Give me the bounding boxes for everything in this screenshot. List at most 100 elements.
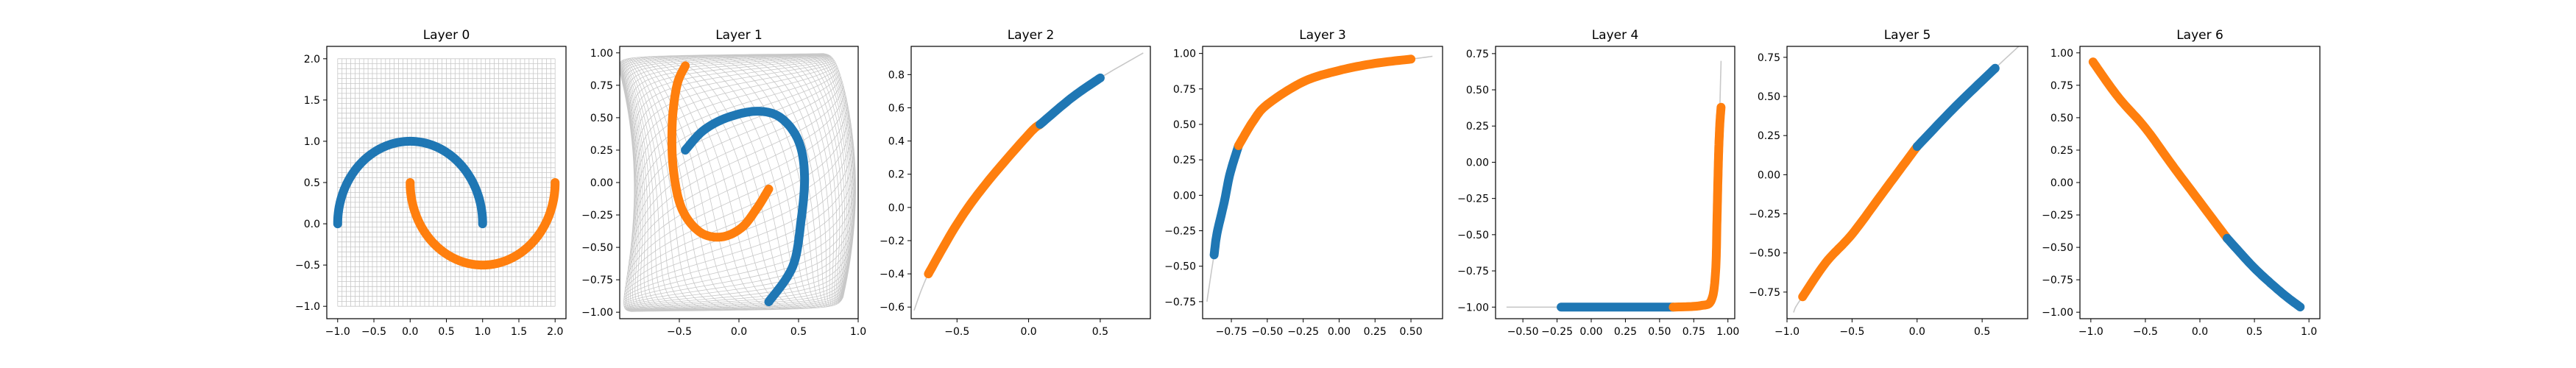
x-tick-label: 0.0 bbox=[731, 326, 747, 338]
series-blue bbox=[2223, 233, 2305, 312]
x-tick-label: 2.0 bbox=[547, 326, 563, 338]
y-tick-label: 0.75 bbox=[590, 80, 613, 92]
x-tick-label: 0.5 bbox=[790, 326, 807, 338]
y-tick-label: 0.00 bbox=[590, 177, 613, 189]
y-tick-label: −1.00 bbox=[581, 307, 613, 319]
series-blue bbox=[1209, 141, 1243, 260]
y-tick-label: −1.00 bbox=[1457, 302, 1489, 314]
y-tick-label: −0.5 bbox=[295, 260, 320, 272]
grid-lines bbox=[337, 58, 556, 307]
y-tick-label: −0.50 bbox=[581, 242, 613, 254]
x-tick-label: 1.0 bbox=[475, 326, 491, 338]
plot-frame bbox=[1202, 46, 1443, 319]
x-tick-label: −0.25 bbox=[1541, 326, 1573, 338]
y-tick-label: 0.8 bbox=[888, 69, 905, 81]
panel-title: Layer 4 bbox=[1592, 28, 1639, 43]
x-tick-label: 0.50 bbox=[1399, 326, 1422, 338]
panel-title: Layer 2 bbox=[1008, 28, 1055, 43]
manifold-line bbox=[2092, 59, 2301, 308]
y-tick-label: −0.50 bbox=[1749, 248, 1780, 260]
x-tick-label: 1.0 bbox=[2301, 326, 2317, 338]
y-tick-label: 0.25 bbox=[1466, 121, 1489, 132]
y-tick-label: −0.25 bbox=[1749, 209, 1780, 221]
plot-area bbox=[1793, 46, 2020, 313]
x-tick-label: −0.50 bbox=[1507, 326, 1539, 338]
panel-layer-6: −1.0 −0.5 0.0 0.5 1.0 −1.00 −0.75 −0.50 −0.25 0.0… bbox=[2042, 28, 2321, 338]
y-tick-label: −1.0 bbox=[295, 301, 320, 313]
series-orange bbox=[406, 178, 560, 270]
x-tick-label: 1.00 bbox=[1716, 326, 1739, 338]
plot-area bbox=[1206, 54, 1433, 302]
y-tick-label: −0.75 bbox=[1457, 266, 1489, 277]
panels: −1.0 −0.5 0.0 0.5 1.0 1.5 2.0 −1.0 −0.5 0.0 0.5 1.0… bbox=[295, 28, 2321, 338]
series-orange bbox=[2088, 57, 2232, 243]
series-blue bbox=[681, 107, 810, 307]
series-orange bbox=[924, 120, 1045, 279]
y-tick-label: −0.4 bbox=[880, 269, 905, 280]
y-tick-label: −0.75 bbox=[1749, 287, 1780, 299]
y-tick-label: 0.50 bbox=[2050, 113, 2073, 124]
x-tick-label: −0.75 bbox=[1216, 326, 1248, 338]
y-tick-label: 2.0 bbox=[304, 54, 320, 66]
y-tick-label: −0.50 bbox=[1457, 230, 1489, 241]
y-tick-label: −0.75 bbox=[1164, 297, 1196, 308]
y-tick-label: −0.6 bbox=[880, 302, 905, 314]
y-tick-label: 0.4 bbox=[888, 136, 905, 148]
panel-title: Layer 6 bbox=[2176, 28, 2223, 43]
x-tick-label: −0.50 bbox=[1251, 326, 1283, 338]
x-tick-label: 0.25 bbox=[1614, 326, 1637, 338]
y-tick-label: −0.25 bbox=[1164, 226, 1196, 238]
y-tick-label: 0.50 bbox=[1466, 85, 1489, 96]
y-tick-label: 0.75 bbox=[1173, 84, 1196, 96]
x-tick-label: −0.5 bbox=[1839, 326, 1864, 338]
x-tick-label: 0.5 bbox=[1092, 326, 1108, 338]
x-tick-label: −0.5 bbox=[944, 326, 969, 338]
series-orange bbox=[1798, 142, 1922, 302]
panel-layer-2: −0.5 0.0 0.5 −0.6 −0.4 −0.2 0.0 0.2 0.4 0.6 0.8 Lay… bbox=[880, 28, 1151, 338]
x-tick-label: −1.0 bbox=[1774, 326, 1800, 338]
y-tick-label: 0.00 bbox=[1173, 190, 1196, 202]
plot-area bbox=[913, 52, 1144, 311]
y-tick-label: 0.75 bbox=[2050, 80, 2073, 92]
series-orange bbox=[1669, 102, 1726, 312]
x-tick-label: 0.0 bbox=[1020, 326, 1036, 338]
panel-layer-5: −1.0 −0.5 0.0 0.5 −0.75 −0.50 −0.25 0.00 0.25 0.5… bbox=[1749, 28, 2028, 338]
y-tick-label: 1.5 bbox=[304, 95, 320, 107]
y-tick-label: 0.0 bbox=[304, 219, 320, 230]
y-tick-label: −1.00 bbox=[2042, 307, 2073, 319]
x-tick-label: −0.25 bbox=[1287, 326, 1319, 338]
y-tick-label: −0.2 bbox=[880, 236, 905, 247]
y-tick-label: 0.75 bbox=[1758, 52, 1780, 64]
y-tick-label: 1.00 bbox=[2050, 48, 2073, 60]
x-tick-label: 0.25 bbox=[1364, 326, 1387, 338]
x-tick-label: 1.0 bbox=[850, 326, 866, 338]
y-tick-label: 1.00 bbox=[590, 48, 613, 60]
y-tick-label: 0.2 bbox=[888, 169, 905, 181]
series-orange bbox=[667, 61, 774, 242]
y-tick-label: 0.75 bbox=[1466, 49, 1489, 60]
panel-title: Layer 0 bbox=[423, 28, 470, 43]
x-tick-label: 1.5 bbox=[511, 326, 527, 338]
y-tick-label: 0.00 bbox=[2050, 177, 2073, 189]
y-tick-label: −0.75 bbox=[2042, 275, 2073, 286]
x-tick-label: −1.0 bbox=[2078, 326, 2103, 338]
panel-title: Layer 1 bbox=[715, 28, 762, 43]
y-tick-label: 0.5 bbox=[304, 177, 320, 189]
y-tick-label: −0.25 bbox=[581, 210, 613, 222]
y-tick-label: −0.75 bbox=[581, 275, 613, 286]
x-tick-label: −0.5 bbox=[667, 326, 692, 338]
plot-frame bbox=[1786, 46, 2028, 319]
manifold-line bbox=[1506, 60, 1722, 308]
plot-frame bbox=[910, 46, 1151, 319]
series-blue bbox=[333, 136, 487, 229]
plot-frame bbox=[1495, 46, 1735, 319]
x-tick-label: −0.5 bbox=[361, 326, 386, 338]
y-tick-label: 0.25 bbox=[590, 145, 613, 157]
panel-layer-0: −1.0 −0.5 0.0 0.5 1.0 1.5 2.0 −1.0 −0.5 0.0 0.5 1.0… bbox=[295, 28, 567, 338]
plot-area bbox=[1506, 60, 1726, 312]
y-tick-label: 0.00 bbox=[1466, 157, 1489, 169]
manifold-line bbox=[1206, 55, 1433, 302]
panel-layer-1: −0.5 0.0 0.5 1.0 −1.00 −0.75 −0.50 −0.25 0.00 0.2… bbox=[581, 28, 866, 338]
y-tick-label: 0.6 bbox=[888, 102, 905, 114]
x-tick-label: 0.0 bbox=[1909, 326, 1925, 338]
